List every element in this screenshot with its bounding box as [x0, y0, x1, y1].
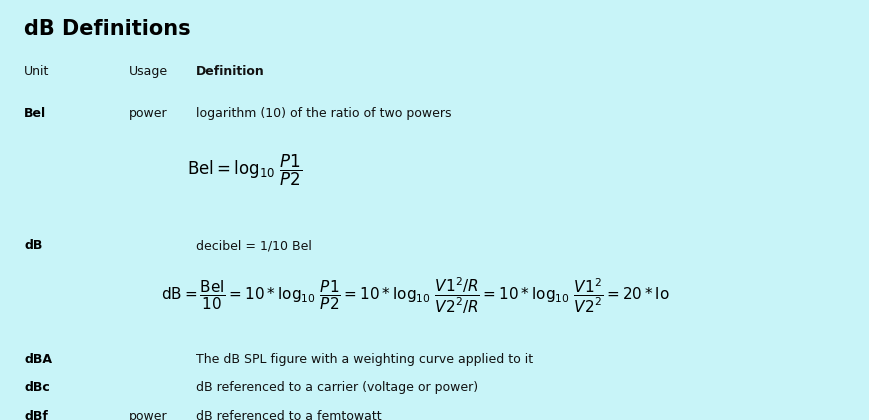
Text: dB referenced to a carrier (voltage or power): dB referenced to a carrier (voltage or p… — [196, 381, 477, 394]
Text: $\mathsf{Bel} = \log_{10}\,\dfrac{P1}{P2}$: $\mathsf{Bel} = \log_{10}\,\dfrac{P1}{P2… — [187, 152, 302, 188]
Text: logarithm (10) of the ratio of two powers: logarithm (10) of the ratio of two power… — [196, 107, 451, 120]
Text: dBA: dBA — [24, 353, 52, 366]
Text: power: power — [129, 107, 167, 120]
Text: dBf: dBf — [24, 410, 48, 420]
Text: power: power — [129, 410, 167, 420]
Text: dB Definitions: dB Definitions — [24, 19, 191, 39]
Text: dB: dB — [24, 239, 43, 252]
Text: dBc: dBc — [24, 381, 50, 394]
Text: Usage: Usage — [129, 65, 168, 78]
Text: $\mathsf{dB} = \dfrac{\mathsf{Bel}}{10} = 10 * \log_{10}\,\dfrac{P1}{P2} = 10 * : $\mathsf{dB} = \dfrac{\mathsf{Bel}}{10} … — [161, 276, 669, 316]
Text: Definition: Definition — [196, 65, 264, 78]
Text: The dB SPL figure with a weighting curve applied to it: The dB SPL figure with a weighting curve… — [196, 353, 533, 366]
Text: Unit: Unit — [24, 65, 50, 78]
Text: dB referenced to a femtowatt: dB referenced to a femtowatt — [196, 410, 381, 420]
Text: Bel: Bel — [24, 107, 46, 120]
Text: decibel = 1/10 Bel: decibel = 1/10 Bel — [196, 239, 311, 252]
